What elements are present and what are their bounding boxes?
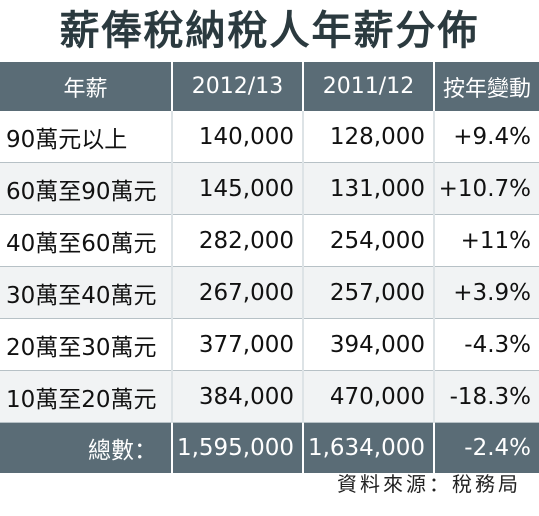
cell-2011-12: 128,000	[302, 111, 434, 163]
cell-2012-13: 267,000	[171, 266, 303, 319]
cell-2011-12: 131,000	[302, 162, 434, 215]
cell-2012-13: 145,000	[171, 162, 303, 215]
row-label: 40萬至60萬元	[0, 214, 172, 267]
row-label: 90萬元以上	[0, 111, 172, 163]
salary-distribution-table: 年薪 2012/13 2011/12 按年變動 90萬元以上 140,000 1…	[0, 62, 539, 473]
total-label: 總數：	[0, 422, 172, 473]
cell-2011-12: 470,000	[302, 370, 434, 423]
cell-2011-12: 254,000	[302, 214, 434, 267]
header-2011-12: 2011/12	[302, 62, 434, 111]
salary-distribution-table-container: 年薪 2012/13 2011/12 按年變動 90萬元以上 140,000 1…	[0, 62, 539, 473]
row-label: 60萬至90萬元	[0, 162, 172, 215]
cell-yoy-change: +9.4%	[433, 111, 539, 163]
cell-2012-13: 140,000	[171, 111, 303, 163]
table-row: 30萬至40萬元 267,000 257,000 +3.9%	[0, 266, 539, 319]
table-row: 90萬元以上 140,000 128,000 +9.4%	[0, 111, 539, 163]
row-label: 30萬至40萬元	[0, 266, 172, 319]
row-label: 10萬至20萬元	[0, 370, 172, 423]
total-2012-13: 1,595,000	[171, 422, 303, 473]
cell-2011-12: 257,000	[302, 266, 434, 319]
header-2012-13: 2012/13	[171, 62, 303, 111]
header-yoy-change: 按年變動	[433, 62, 539, 111]
cell-2011-12: 394,000	[302, 318, 434, 371]
cell-yoy-change: +10.7%	[433, 162, 539, 215]
table-row: 10萬至20萬元 384,000 470,000 -18.3%	[0, 370, 539, 423]
cell-2012-13: 377,000	[171, 318, 303, 371]
header-annual-salary: 年薪	[0, 62, 172, 111]
total-yoy-change: -2.4%	[433, 422, 539, 473]
total-2011-12: 1,634,000	[302, 422, 434, 473]
table-row: 60萬至90萬元 145,000 131,000 +10.7%	[0, 162, 539, 215]
source-note: 資料來源：稅務局	[337, 472, 521, 496]
page-title: 薪俸稅納稅人年薪分佈	[59, 7, 480, 54]
table-row: 20萬至30萬元 377,000 394,000 -4.3%	[0, 318, 539, 371]
cell-yoy-change: -18.3%	[433, 370, 539, 423]
table-total-row: 總數： 1,595,000 1,634,000 -2.4%	[0, 422, 539, 473]
row-label: 20萬至30萬元	[0, 318, 172, 371]
cell-2012-13: 282,000	[171, 214, 303, 267]
table-header-row: 年薪 2012/13 2011/12 按年變動	[0, 62, 539, 111]
table-row: 40萬至60萬元 282,000 254,000 +11%	[0, 214, 539, 267]
cell-2012-13: 384,000	[171, 370, 303, 423]
cell-yoy-change: +3.9%	[433, 266, 539, 319]
cell-yoy-change: +11%	[433, 214, 539, 267]
cell-yoy-change: -4.3%	[433, 318, 539, 371]
